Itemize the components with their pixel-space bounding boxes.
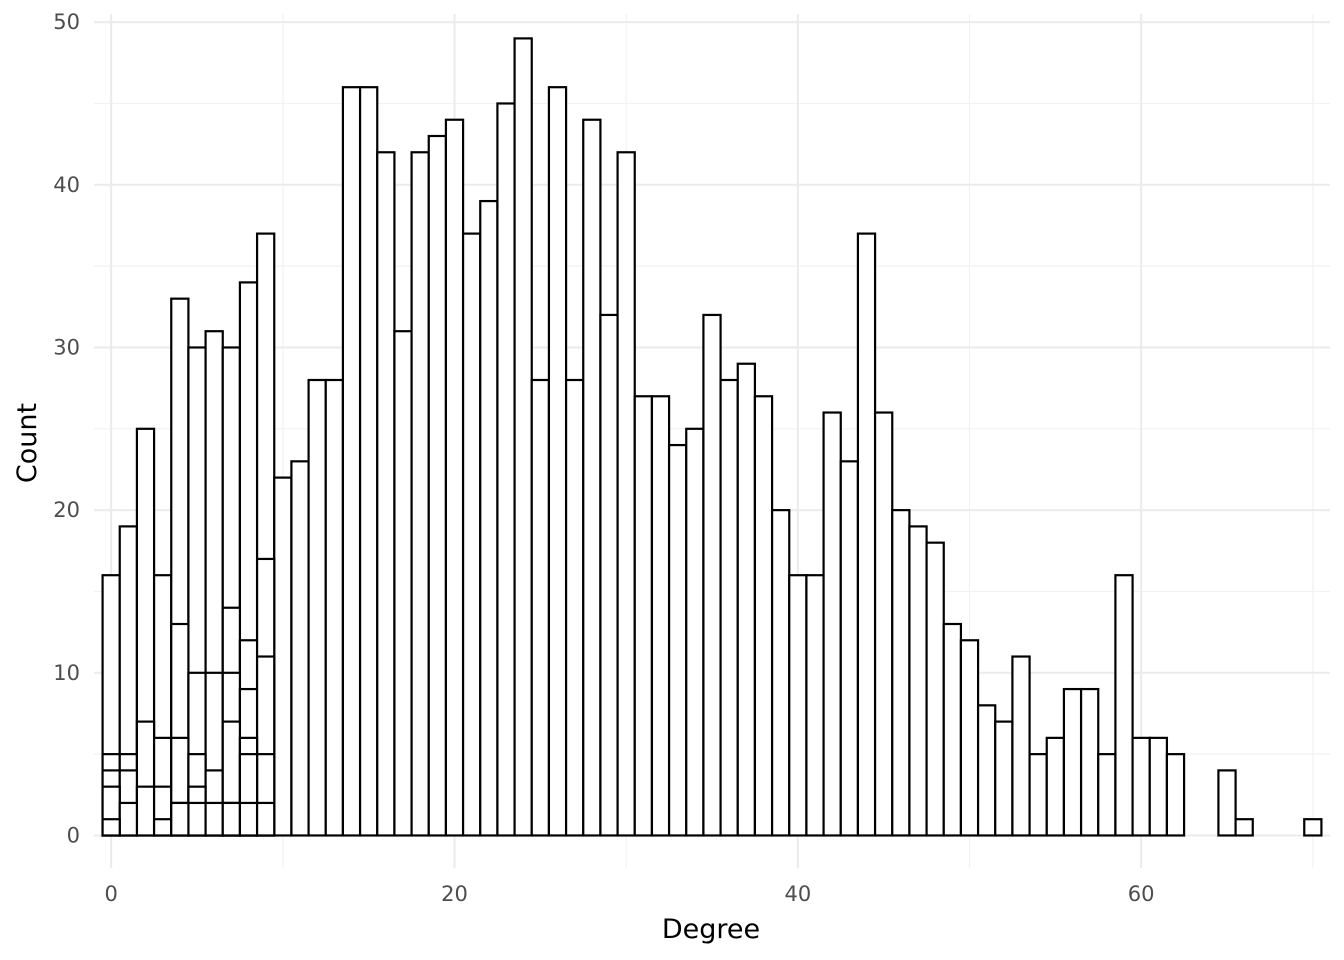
- histogram-bar: [1097, 753, 1117, 837]
- histogram-bar: [101, 818, 121, 837]
- histogram-bar: [410, 151, 430, 837]
- y-tick-label: 40: [53, 173, 80, 197]
- histogram-bar: [341, 86, 362, 837]
- histogram-bar: [702, 313, 722, 837]
- histogram-bar: [719, 378, 739, 837]
- histogram-bar: [479, 199, 499, 837]
- histogram-bar: [856, 232, 877, 837]
- histogram-bar: [753, 395, 774, 837]
- x-tick-label: 0: [104, 882, 117, 906]
- histogram-bar: [358, 86, 379, 837]
- histogram-bar: [376, 151, 396, 837]
- histogram-bar: [393, 330, 413, 837]
- histogram-bar: [513, 37, 533, 837]
- histogram-bar: [238, 801, 259, 837]
- histogram-bar: [736, 362, 757, 837]
- histogram-bar: [1131, 736, 1151, 837]
- histogram-bar: [135, 785, 156, 837]
- histogram-bar: [118, 801, 139, 837]
- histogram-bar: [564, 378, 585, 837]
- histogram-bar: [873, 411, 894, 837]
- histogram-bar: [152, 818, 173, 837]
- x-tick-label: 20: [441, 882, 468, 906]
- y-tick-label: 0: [67, 823, 80, 847]
- x-axis-tick-labels: 0 20 40 60: [104, 882, 1154, 906]
- histogram-bar: [959, 639, 980, 837]
- y-axis-tick-labels: 0 10 20 30 40 50: [53, 10, 80, 847]
- histogram-bar: [1165, 753, 1186, 837]
- histogram-bar: [599, 313, 619, 837]
- histogram-bar: [1011, 655, 1031, 837]
- histogram-bar: [650, 395, 671, 837]
- histogram-bar: [667, 443, 688, 837]
- histogram-bars: [101, 37, 1323, 837]
- y-tick-label: 50: [53, 10, 80, 34]
- x-axis-title: Degree: [662, 914, 760, 945]
- x-tick-label: 40: [784, 882, 811, 906]
- histogram-bar: [324, 378, 345, 837]
- histogram-bar: [908, 525, 928, 837]
- histogram-bar: [633, 395, 654, 837]
- histogram-bar: [891, 509, 911, 837]
- y-axis-title: Count: [12, 403, 43, 483]
- x-tick-label: 60: [1128, 882, 1155, 906]
- histogram-bar: [187, 801, 207, 837]
- histogram-bar: [1062, 687, 1083, 837]
- histogram-bar: [307, 378, 327, 837]
- histogram-bar: [1079, 687, 1100, 837]
- histogram-bar: [1114, 574, 1134, 837]
- histogram-bar: [976, 704, 997, 837]
- histogram-bar: [547, 86, 568, 837]
- histogram-bar: [839, 460, 860, 837]
- histogram-bar: [1234, 818, 1254, 837]
- histogram-bar: [805, 574, 825, 837]
- histogram-bar: [582, 118, 602, 837]
- histogram-bar: [685, 427, 705, 837]
- histogram-bar: [496, 102, 516, 837]
- histogram-bar: [273, 476, 293, 837]
- histogram-bar: [221, 801, 242, 837]
- histogram-bar: [427, 134, 448, 837]
- histogram-bar: [170, 801, 190, 837]
- histogram-bar: [1217, 769, 1237, 837]
- y-tick-label: 10: [53, 661, 80, 685]
- histogram-bar: [461, 232, 482, 837]
- histogram-bar: [255, 801, 276, 837]
- histogram-bar: [770, 509, 791, 837]
- y-tick-label: 30: [53, 335, 80, 359]
- histogram-bar: [290, 460, 310, 837]
- histogram-bar: [942, 622, 963, 837]
- histogram-bar: [788, 574, 808, 837]
- histogram-bar: [1028, 753, 1048, 837]
- histogram-bar: [204, 801, 224, 837]
- histogram-bar: [994, 720, 1014, 837]
- y-tick-label: 20: [53, 498, 80, 522]
- histogram-bar: [616, 151, 636, 837]
- histogram-bar: [1303, 818, 1323, 837]
- histogram-bar: [1045, 736, 1066, 837]
- histogram-bar: [925, 541, 945, 837]
- histogram-bar: [530, 378, 551, 837]
- histogram-bar: [822, 411, 842, 837]
- histogram-bar: [1148, 736, 1169, 837]
- histogram-bar: [444, 118, 465, 837]
